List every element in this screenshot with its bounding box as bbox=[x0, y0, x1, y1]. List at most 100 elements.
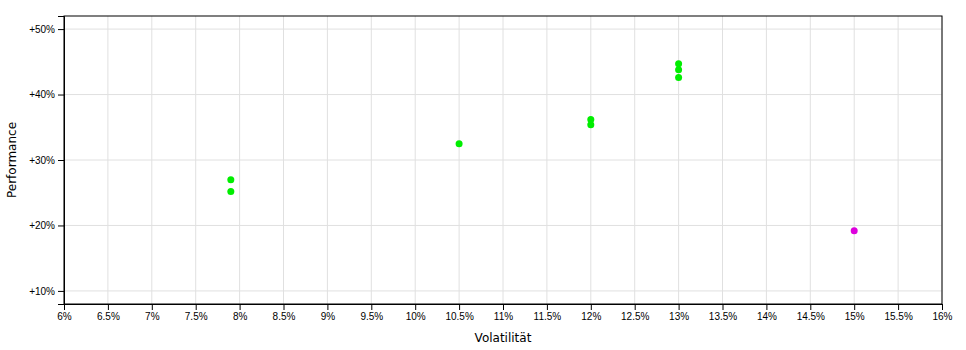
x-tick: 12.5% bbox=[621, 304, 649, 322]
x-tick-label: 7% bbox=[145, 311, 160, 322]
grid-line-y bbox=[64, 160, 942, 161]
x-tick-label: 8% bbox=[233, 311, 248, 322]
x-tick-label: 16% bbox=[932, 311, 952, 322]
x-tick-label: 14% bbox=[757, 311, 777, 322]
x-tick-label: 6% bbox=[57, 311, 72, 322]
chart: 6% 6.5% 7% 7.5% 8% 8.5% 9% 9.5% 10% 10.5% 11% 11.5%… bbox=[0, 0, 966, 350]
x-tick-label: 11.5% bbox=[534, 311, 562, 322]
y-tick: +10% bbox=[29, 286, 64, 297]
x-tick: 7% bbox=[145, 304, 160, 322]
point bbox=[227, 188, 234, 195]
x-axis-title: Volatilität bbox=[475, 331, 532, 345]
y-tick-label: +10% bbox=[29, 286, 55, 297]
y-tick-mark bbox=[58, 95, 64, 96]
x-tick-label: 9.5% bbox=[360, 311, 383, 322]
x-tick-mark bbox=[723, 304, 724, 310]
x-tick-mark bbox=[108, 304, 109, 310]
y-tick-mark bbox=[58, 225, 64, 226]
x-tick-mark bbox=[942, 304, 943, 310]
x-axis-line bbox=[65, 305, 943, 311]
x-tick: 15.5% bbox=[884, 304, 912, 322]
x-tick: 6% bbox=[57, 304, 72, 322]
point bbox=[587, 121, 594, 128]
x-tick: 8.5% bbox=[273, 304, 296, 322]
x-tick: 9.5% bbox=[360, 304, 383, 322]
y-tick-label: +50% bbox=[29, 24, 55, 35]
point bbox=[675, 74, 682, 81]
x-tick-label: 11% bbox=[494, 311, 513, 322]
points bbox=[227, 60, 857, 234]
x-tick-mark bbox=[371, 304, 372, 310]
y-tick-mark bbox=[58, 160, 64, 161]
x-tick: 8% bbox=[233, 304, 248, 322]
y-tick: +50% bbox=[29, 24, 64, 35]
y-tick: +40% bbox=[29, 89, 64, 100]
x-tick: 14.5% bbox=[797, 304, 825, 322]
x-tick-label: 15% bbox=[845, 311, 865, 322]
x-tick-mark bbox=[196, 304, 197, 310]
y-tick: +20% bbox=[29, 220, 64, 231]
plot-frame bbox=[64, 16, 942, 304]
y-tick-label: +30% bbox=[29, 155, 55, 166]
x-tick-mark bbox=[898, 304, 899, 310]
x-tick: 6.5% bbox=[97, 304, 120, 322]
x-tick-label: 8.5% bbox=[273, 311, 296, 322]
x-tick-mark bbox=[284, 304, 285, 310]
x-tick-mark bbox=[635, 304, 636, 310]
y-tick: +30% bbox=[29, 155, 64, 166]
x-tick-label: 9% bbox=[321, 311, 336, 322]
x-tick-label: 14.5% bbox=[797, 311, 825, 322]
y-tick-mark bbox=[58, 29, 64, 30]
grid-line-y bbox=[64, 290, 942, 291]
x-tick: 9% bbox=[321, 304, 336, 322]
y-tick-mark bbox=[58, 291, 64, 292]
plot: 6% 6.5% 7% 7.5% 8% 8.5% 9% 9.5% 10% 10.5% 11% 11.5%… bbox=[29, 16, 952, 322]
x-tick-mark bbox=[854, 304, 855, 310]
y-tick-label: +20% bbox=[29, 220, 55, 231]
x-tick: 7.5% bbox=[185, 304, 208, 322]
x-tick-mark bbox=[415, 304, 416, 310]
point bbox=[675, 66, 682, 73]
grid-line-y bbox=[64, 94, 942, 95]
x-tick-label: 15.5% bbox=[884, 311, 912, 322]
x-tick-mark bbox=[459, 304, 460, 310]
x-tick-label: 13.5% bbox=[709, 311, 737, 322]
x-tick-label: 13% bbox=[669, 311, 689, 322]
grid-line-y bbox=[64, 225, 942, 226]
x-tick-label: 10.5% bbox=[445, 311, 473, 322]
x-tick-mark bbox=[810, 304, 811, 310]
x-tick: 11.5% bbox=[534, 304, 562, 322]
grid-line-y bbox=[64, 29, 942, 30]
grid bbox=[64, 16, 942, 304]
x-tick: 11% bbox=[494, 304, 513, 322]
series bbox=[851, 227, 858, 234]
x-tick-mark bbox=[591, 304, 592, 310]
y-axis-line bbox=[58, 17, 65, 305]
x-tick-label: 12% bbox=[581, 311, 601, 322]
x-tick: 14% bbox=[757, 304, 777, 322]
x-tick-label: 7.5% bbox=[185, 311, 208, 322]
x-tick-mark bbox=[547, 304, 548, 310]
x-tick-mark bbox=[766, 304, 767, 310]
x-tick: 12% bbox=[581, 304, 601, 322]
x-tick: 10% bbox=[406, 304, 426, 322]
series bbox=[227, 60, 682, 195]
y-axis-title: Performance bbox=[5, 122, 19, 198]
x-tick: 13.5% bbox=[709, 304, 737, 322]
y-axis: +10% +20% +30% +40% +50% bbox=[29, 17, 64, 305]
x-tick-mark bbox=[327, 304, 328, 310]
x-tick-mark bbox=[503, 304, 504, 310]
x-tick-mark bbox=[152, 304, 153, 310]
x-tick: 10.5% bbox=[445, 304, 473, 322]
x-tick-mark bbox=[240, 304, 241, 310]
x-tick: 16% bbox=[932, 304, 952, 322]
x-tick-label: 6.5% bbox=[97, 311, 120, 322]
point bbox=[227, 176, 234, 183]
y-tick-label: +40% bbox=[29, 89, 55, 100]
x-tick: 15% bbox=[845, 304, 865, 322]
x-axis: 6% 6.5% 7% 7.5% 8% 8.5% 9% 9.5% 10% 10.5% 11% 11.5%… bbox=[57, 304, 952, 322]
x-tick: 13% bbox=[669, 304, 689, 322]
point bbox=[851, 227, 858, 234]
x-tick-label: 10% bbox=[406, 311, 426, 322]
x-tick-mark bbox=[679, 304, 680, 310]
